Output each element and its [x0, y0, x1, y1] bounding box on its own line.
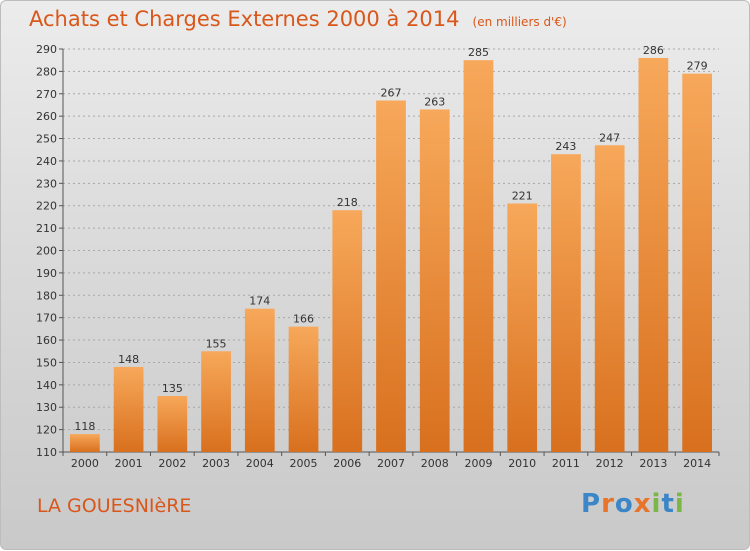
- data-label-2009: 285: [468, 46, 489, 59]
- bars: [69, 57, 713, 452]
- y-tick-label: 290: [36, 43, 57, 56]
- bar-2010: [507, 203, 538, 452]
- data-label-2007: 267: [381, 86, 402, 99]
- bar-2005: [288, 326, 319, 452]
- bar-2008: [419, 109, 450, 452]
- y-tick-label: 200: [36, 245, 57, 258]
- x-tick-label: 2013: [639, 457, 667, 470]
- data-label-2011: 243: [555, 140, 576, 153]
- axes: 110 120 130 140 150 160 170 180 190 200 210 220 230 2…: [36, 43, 720, 470]
- x-tick-label: 2004: [246, 457, 274, 470]
- data-label-2008: 263: [424, 95, 445, 108]
- data-label-2012: 247: [599, 131, 620, 144]
- y-tick-label: 150: [36, 356, 57, 369]
- x-tick-label: 2001: [115, 457, 143, 470]
- bar-2001: [113, 366, 144, 452]
- bar-2007: [376, 100, 406, 452]
- data-label-2003: 155: [206, 337, 227, 350]
- y-tick-label: 110: [36, 446, 57, 459]
- y-tick-label: 240: [36, 155, 57, 168]
- y-tick-label: 270: [36, 88, 57, 101]
- bar-2004: [244, 308, 275, 452]
- x-tick-label: 2012: [596, 457, 624, 470]
- chart-header: Achats et Charges Externes 2000 à 2014 (…: [29, 7, 567, 31]
- data-label-2004: 174: [249, 295, 270, 308]
- y-tick-label: 140: [36, 379, 57, 392]
- data-label-2001: 148: [118, 353, 139, 366]
- data-label-2000: 118: [74, 420, 95, 433]
- data-label-2013: 286: [643, 44, 664, 57]
- bar-2006: [332, 210, 363, 452]
- chart-subtitle: (en milliers d'€): [472, 15, 567, 29]
- bar-2014: [682, 73, 713, 452]
- logo-letter: P: [581, 489, 602, 519]
- data-label-2006: 218: [337, 196, 358, 209]
- logo-letter: x: [633, 489, 652, 519]
- bar-2012: [594, 145, 625, 452]
- logo-letter: i: [651, 489, 662, 519]
- x-tick-label: 2002: [158, 457, 186, 470]
- x-tick-label: 2005: [290, 457, 318, 470]
- y-tick-label: 120: [36, 424, 57, 437]
- y-tick-label: 260: [36, 110, 57, 123]
- bar-2003: [201, 351, 231, 452]
- bar-2009: [463, 60, 494, 452]
- y-tick-label: 180: [36, 289, 57, 302]
- x-tick-label: 2009: [464, 457, 492, 470]
- bar-2011: [551, 154, 581, 452]
- y-tick-label: 160: [36, 334, 57, 347]
- y-tick-label: 190: [36, 267, 57, 280]
- chart-title: Achats et Charges Externes 2000 à 2014: [29, 7, 460, 31]
- y-tick-label: 130: [36, 401, 57, 414]
- data-labels: 118 148 135 155 174 166 218 267 263 285 221 243 247 2…: [74, 44, 707, 433]
- x-tick-label: 2010: [508, 457, 536, 470]
- bar-2013: [638, 57, 669, 452]
- data-label-2005: 166: [293, 313, 314, 326]
- logo-letter: i: [674, 489, 685, 519]
- data-label-2014: 279: [687, 60, 708, 73]
- x-tick-label: 2011: [552, 457, 580, 470]
- y-tick-label: 230: [36, 177, 57, 190]
- bar-2002: [157, 396, 188, 452]
- logo-letter: o: [614, 489, 634, 519]
- y-tick-label: 250: [36, 133, 57, 146]
- x-tick-label: 2014: [683, 457, 711, 470]
- x-tick-label: 2007: [377, 457, 405, 470]
- data-label-2002: 135: [162, 382, 183, 395]
- y-tick-label: 280: [36, 65, 57, 78]
- x-tick-label: 2006: [333, 457, 361, 470]
- y-tick-label: 220: [36, 200, 57, 213]
- logo-letter: t: [661, 489, 675, 519]
- logo-letter: r: [601, 489, 615, 519]
- x-tick-label: 2000: [71, 457, 99, 470]
- place-name: LA GOUESNIèRE: [37, 495, 192, 517]
- y-tick-label: 210: [36, 222, 57, 235]
- y-tick-label: 170: [36, 312, 57, 325]
- bar-2000: [69, 434, 100, 452]
- proxiti-logo: Proxiti: [581, 489, 685, 519]
- data-label-2010: 221: [512, 189, 533, 202]
- x-tick-label: 2008: [421, 457, 449, 470]
- x-tick-label: 2003: [202, 457, 230, 470]
